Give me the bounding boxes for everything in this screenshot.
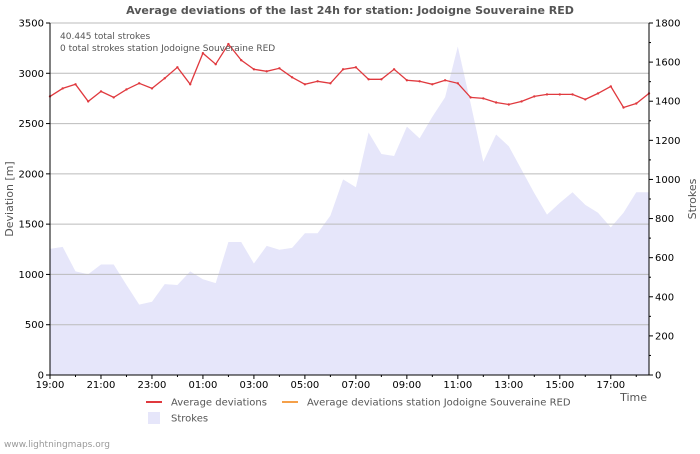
- deviation-point: [584, 98, 587, 101]
- deviation-point: [125, 88, 128, 91]
- deviation-point: [112, 96, 115, 99]
- y-left-tick-label: 3000: [19, 69, 44, 80]
- y-right-tick-label: 800: [655, 214, 674, 225]
- deviation-point: [507, 103, 510, 106]
- legend-swatch: [148, 412, 160, 424]
- legend: Average deviations Average deviations sta…: [146, 398, 571, 425]
- deviation-point: [316, 80, 319, 83]
- deviation-line: [49, 42, 650, 109]
- x-tick-label: 17:00: [596, 380, 625, 391]
- deviation-point: [74, 83, 77, 86]
- deviation-point: [609, 85, 612, 88]
- legend-label: Average deviations station Jodoigne Souv…: [307, 398, 571, 409]
- deviation-point: [61, 87, 64, 90]
- deviation-point: [189, 83, 192, 86]
- x-tick-label: 05:00: [290, 380, 319, 391]
- deviation-point: [545, 93, 549, 96]
- deviation-point: [201, 52, 205, 55]
- deviation-point: [418, 80, 421, 83]
- y-right-tick-label: 400: [655, 292, 674, 303]
- deviation-point: [456, 82, 459, 85]
- deviation-point: [596, 92, 600, 95]
- deviation-point: [622, 106, 625, 109]
- deviation-point: [571, 93, 574, 96]
- x-tick-label: 07:00: [341, 380, 370, 391]
- deviation-point: [163, 77, 166, 80]
- deviation-point: [252, 68, 256, 71]
- deviation-point: [278, 67, 281, 70]
- x-tick-label: 23:00: [138, 380, 167, 391]
- deviation-point: [290, 76, 294, 79]
- x-tick-label: 19:00: [36, 380, 65, 391]
- strokes-area-group: [50, 46, 649, 375]
- y-left-tick-label: 1000: [19, 270, 44, 281]
- deviation-point: [138, 82, 141, 85]
- y-left-tick-label: 1500: [19, 220, 44, 231]
- y-left-tick-label: 2000: [19, 169, 44, 180]
- y-axis-right-label: Strokes: [686, 178, 699, 219]
- chart-text: Average deviations of the last 24h for s…: [3, 4, 699, 450]
- x-axis-label: Time: [619, 391, 647, 404]
- deviation-point: [520, 100, 523, 103]
- x-tick-label: 03:00: [240, 380, 269, 391]
- legend-label: Average deviations: [171, 398, 267, 409]
- deviation-point: [494, 101, 498, 104]
- deviation-point: [558, 93, 561, 96]
- deviation-point: [265, 70, 268, 73]
- deviation-point: [533, 95, 536, 98]
- deviation-point: [469, 96, 472, 99]
- annotation-total-strokes: 40.445 total strokes: [60, 32, 150, 42]
- y-right-tick-label: 1800: [655, 19, 680, 30]
- deviation-point: [380, 78, 383, 81]
- deviation-point: [431, 83, 434, 86]
- y-right-tick-label: 200: [655, 331, 674, 342]
- axes: 0 500 1000 1500 2000 2500 3000 3500 0 200 400 600 80…: [19, 19, 681, 392]
- legend-label: Strokes: [171, 414, 208, 425]
- deviation-point: [443, 79, 447, 82]
- deviation-point: [99, 90, 103, 93]
- y-right-tick-label: 1600: [655, 58, 680, 69]
- y-right-tick-label: 1400: [655, 97, 680, 108]
- x-tick-label: 13:00: [494, 380, 523, 391]
- deviation-point: [392, 68, 396, 71]
- strokes-area: [50, 46, 649, 375]
- deviation-point: [150, 87, 154, 90]
- chart-title: Average deviations of the last 24h for s…: [126, 4, 574, 17]
- deviation-point: [635, 102, 638, 105]
- x-tick-label: 21:00: [87, 380, 116, 391]
- deviation-point: [87, 100, 90, 103]
- y-left-tick-label: 2500: [19, 119, 44, 130]
- deviation-point: [405, 79, 409, 82]
- x-tick-label: 11:00: [443, 380, 472, 391]
- deviation-point: [227, 42, 230, 46]
- annotation-station-strokes: 0 total strokes station Jodoigne Souvera…: [60, 44, 275, 54]
- y-axis-left-label: Deviation [m]: [3, 161, 16, 236]
- deviation-point: [176, 66, 179, 69]
- deviation-point: [214, 62, 217, 66]
- deviation-point: [341, 68, 345, 71]
- y-right-tick-label: 600: [655, 253, 674, 264]
- x-tick-label: 15:00: [545, 380, 574, 391]
- y-left-tick-label: 3500: [19, 19, 44, 30]
- y-right-tick-label: 1200: [655, 136, 680, 147]
- y-left-tick-label: 0: [38, 371, 44, 382]
- y-left-tick-label: 500: [25, 320, 44, 331]
- deviation-point: [354, 66, 358, 69]
- footer-credit: www.lightningmaps.org: [4, 440, 110, 450]
- deviation-point: [482, 97, 485, 100]
- deviation-point: [240, 59, 243, 62]
- deviation-point: [303, 83, 307, 86]
- y-right-tick-label: 1000: [655, 175, 680, 186]
- deviation-point: [329, 82, 332, 85]
- y-right-tick-label: 0: [655, 371, 661, 382]
- deviation-line-group: [48, 42, 651, 109]
- gridlines: [50, 22, 649, 326]
- x-tick-label: 01:00: [189, 380, 218, 391]
- deviation-point: [367, 78, 370, 81]
- x-tick-label: 09:00: [392, 380, 421, 391]
